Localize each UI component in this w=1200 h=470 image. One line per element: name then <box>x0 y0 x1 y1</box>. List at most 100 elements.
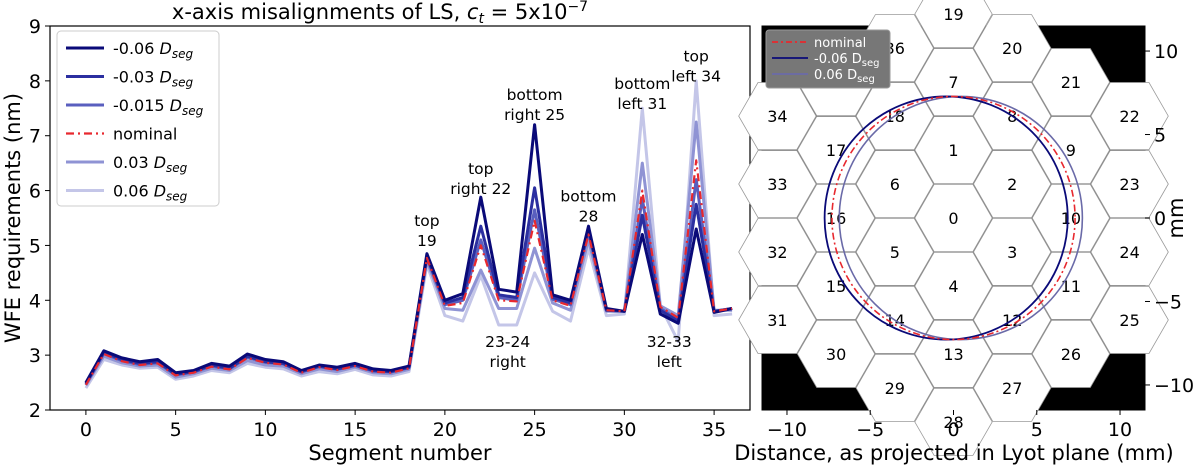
x-tick-label: 20 <box>433 419 457 441</box>
diagram-x-tick-label: −5 <box>856 419 884 441</box>
segment-label-32: 32 <box>767 243 787 262</box>
annotation-line: 32-33 <box>647 333 692 351</box>
legend-label-3: nominal <box>113 125 177 144</box>
annotation-line: top <box>468 160 493 178</box>
annotation-line: right <box>489 353 525 371</box>
y-tick-label: 9 <box>29 16 41 38</box>
diagram-y-label: mm <box>1164 198 1188 239</box>
diagram-x-label: Distance, as projected in Lyot plane (mm… <box>734 441 1173 465</box>
legend-value: nominal <box>113 125 177 144</box>
hex-segment-28 <box>914 387 993 456</box>
y-axis-label: WFE requirements (nm) <box>1 93 25 343</box>
diagram-y-tick-label: 0 <box>1154 208 1166 230</box>
hex-segment-31 <box>738 285 817 354</box>
hex-segment-26 <box>1031 319 1111 388</box>
segment-label-24: 24 <box>1119 243 1139 262</box>
segment-label-29: 29 <box>885 379 905 398</box>
hex-segment-21 <box>1031 48 1111 116</box>
hex-segments: 0123456789101112131415161718192021222324… <box>738 0 1169 456</box>
hex-segment-3 <box>973 217 1052 286</box>
annotation-line: bottom <box>507 86 563 104</box>
annotation-6: 23-24 right <box>485 333 530 371</box>
x-axis-label: Segment number <box>308 441 492 465</box>
hex-segment-19 <box>914 0 993 49</box>
segment-label-19: 19 <box>943 5 963 24</box>
chart-title: x-axis misalignments of LS, ct = 5x10−7 <box>172 0 588 27</box>
hex-segment-15 <box>796 251 876 320</box>
legend-value: 0.03 <box>113 153 149 172</box>
hex-segment-25 <box>1090 285 1169 354</box>
diagram-x-tick-label: −10 <box>767 419 807 441</box>
annotation-line: left <box>657 353 682 371</box>
legend-label-5: 0.06 Dseg <box>113 182 188 204</box>
segment-label-10: 10 <box>1061 209 1081 228</box>
legend-label-1: -0.03 Dseg <box>113 68 193 90</box>
hex-segment-6 <box>855 150 934 219</box>
segment-label-0: 0 <box>948 209 958 228</box>
segment-label-33: 33 <box>767 175 787 194</box>
legend-sub: seg <box>172 47 194 61</box>
legend: -0.06 Dseg -0.03 Dseg -0.015 Dseg nominal 0.… <box>56 30 220 207</box>
hex-segment-1 <box>914 116 993 185</box>
diagram-x-tick-label: 0 <box>947 419 959 441</box>
segment-label-16: 16 <box>826 209 846 228</box>
diagram-y-ticks: 10 5 0 −5 −10 <box>1145 41 1194 397</box>
annotation-0: top 19 <box>414 212 439 250</box>
segment-label-3: 3 <box>1007 243 1017 262</box>
legend-label-2: -0.015 Dseg <box>113 96 204 118</box>
legend-var: D <box>149 153 166 172</box>
annotation-1: top right 22 <box>450 160 511 198</box>
diagram-y-tick-label: 5 <box>1154 125 1166 147</box>
y-tick-label: 2 <box>29 400 41 422</box>
segment-label-21: 21 <box>1061 73 1081 92</box>
legend-var: D <box>149 182 166 201</box>
segment-label-26: 26 <box>1061 345 1081 364</box>
annotation-line: left 34 <box>671 68 721 86</box>
hex-segment-30 <box>796 319 876 388</box>
segment-label-7: 7 <box>948 73 958 92</box>
legend-sub: seg <box>172 76 194 90</box>
segment-label-27: 27 <box>1002 379 1022 398</box>
series-line-5 <box>84 79 733 389</box>
series-line-3 <box>84 159 733 386</box>
diagram-y-tick-label: 10 <box>1154 41 1178 63</box>
diagram-y-tick-label: −5 <box>1154 291 1182 313</box>
segment-label-11: 11 <box>1061 277 1081 296</box>
x-tick-label: 35 <box>702 419 726 441</box>
hex-segment-10 <box>1031 183 1111 253</box>
hex-segment-32 <box>738 217 817 286</box>
segment-label-6: 6 <box>890 175 900 194</box>
segment-label-34: 34 <box>767 107 787 126</box>
title-var: c <box>467 0 479 24</box>
title-eq: = 5x10 <box>484 0 567 24</box>
y-tick-label: 8 <box>29 71 41 93</box>
title-text: x-axis misalignments of LS, <box>172 0 467 24</box>
series-group <box>84 79 733 389</box>
diagram-legend-text: nominal <box>814 36 866 51</box>
annotation-2: bottom right 25 <box>504 86 565 124</box>
segment-label-9: 9 <box>1066 141 1076 160</box>
pupil-diagram: 0123456789101112131415161718192021222324… <box>734 0 1194 465</box>
x-tick-label: 25 <box>523 419 547 441</box>
annotation-line: 23-24 <box>485 333 530 351</box>
title-sup: −7 <box>567 0 588 15</box>
diagram-legend-sub: seg <box>857 74 875 85</box>
legend-sub: seg <box>182 104 204 118</box>
legend-label-0: -0.06 Dseg <box>113 39 193 61</box>
diagram-legend-label-1: -0.06 Dseg <box>814 52 880 69</box>
y-tick-label: 4 <box>29 290 41 312</box>
title-sub: t <box>478 11 484 27</box>
hex-segment-20 <box>973 14 1052 83</box>
hex-segment-4 <box>914 251 993 320</box>
segment-label-28: 28 <box>943 413 963 432</box>
diagram-legend-text: 0.06 D <box>814 68 857 83</box>
hex-segment-2 <box>973 150 1052 219</box>
segment-label-5: 5 <box>890 243 900 262</box>
annotation-5: top left 34 <box>671 48 721 86</box>
annotation-line: 19 <box>417 232 437 250</box>
segment-label-17: 17 <box>826 141 846 160</box>
hex-segment-33 <box>738 150 817 219</box>
y-axis-ticks: 2 3 4 5 6 7 8 9 <box>29 16 50 422</box>
legend-value: 0.06 <box>113 182 149 201</box>
y-tick-label: 3 <box>29 345 41 367</box>
